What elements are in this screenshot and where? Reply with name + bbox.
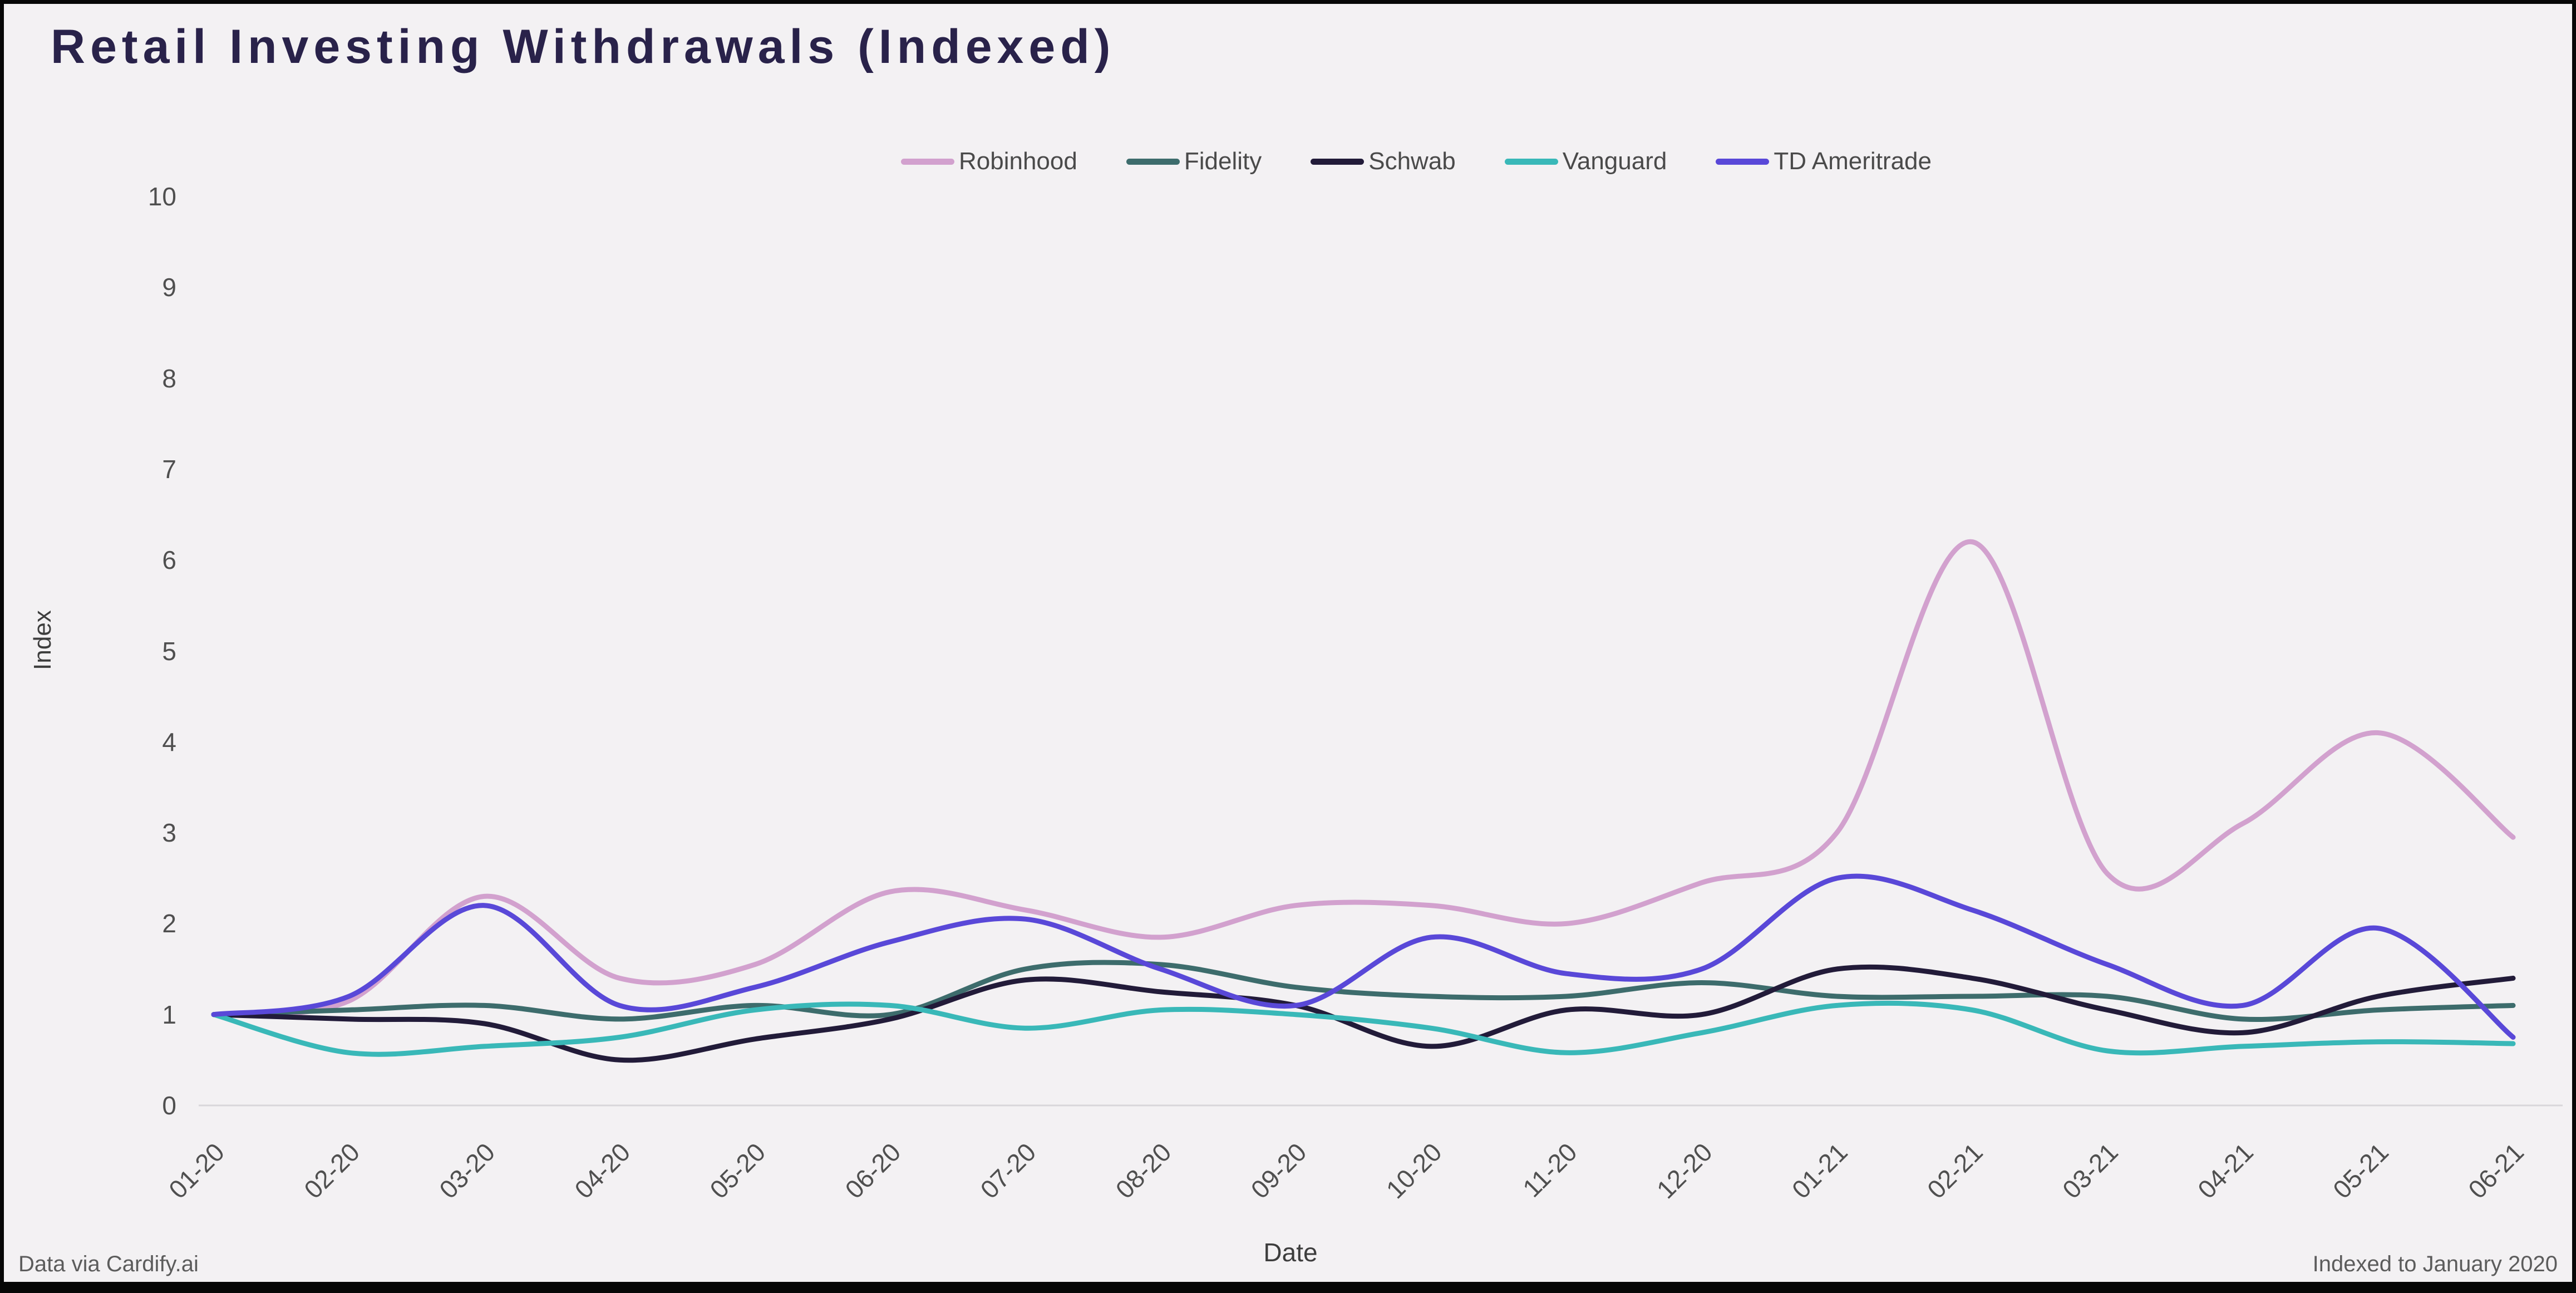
legend-item-schwab: Schwab [1311,148,1456,175]
legend-item-robinhood: Robinhood [901,148,1077,175]
legend-swatch [1311,158,1365,165]
x-tick-label: 02-20 [298,1137,365,1204]
y-tick-label: 1 [162,1000,176,1029]
x-tick-label: 11-20 [1517,1137,1583,1203]
x-tick-label: 06-20 [839,1137,906,1204]
series-line-fidelity [211,960,2516,1022]
y-tick-label: 6 [162,545,176,575]
y-tick-label: 10 [147,182,176,211]
index-note: Indexed to January 2020 [2312,1252,2558,1276]
x-tick-label: 08-20 [1110,1137,1177,1204]
legend-item-vanguard: Vanguard [1504,148,1667,175]
legend-label: Schwab [1368,148,1456,175]
y-tick-label: 3 [162,818,176,848]
legend-swatch [1126,158,1180,165]
x-tick-label: 12-20 [1651,1137,1718,1204]
legend-item-td-ameritrade: TD Ameritrade [1716,148,1932,175]
y-tick-label: 4 [162,727,176,756]
x-tick-label: 06-21 [2462,1137,2529,1204]
legend-swatch [1716,158,1770,165]
x-tick-label: 04-21 [2192,1137,2259,1204]
x-tick-label: 05-21 [2327,1137,2394,1204]
y-tick-label: 5 [162,636,176,666]
x-tick-label: 10-20 [1381,1137,1447,1204]
x-axis-title: Date [1263,1238,1318,1267]
x-tick-label: 01-20 [163,1137,230,1204]
legend-swatch [1504,158,1558,165]
x-tick-label: 03-21 [2057,1137,2124,1204]
source-note: Data via Cardify.ai [18,1252,199,1276]
y-tick-label: 2 [162,909,176,938]
x-tick-label: 09-20 [1245,1137,1312,1204]
x-tick-label: 02-21 [1922,1137,1988,1204]
legend-item-fidelity: Fidelity [1126,148,1262,175]
legend-label: Vanguard [1562,148,1667,175]
legend-label: Fidelity [1184,148,1262,175]
line-chart: 01-20 02-20 03-20 04-20 05-20 06-20 07-20 08-20… [163,539,2563,1204]
x-tick-label: 07-20 [974,1137,1041,1204]
legend-swatch [901,158,954,165]
series-line-schwab [211,964,2516,1063]
x-tick-label: 05-20 [704,1137,771,1204]
series-line-vanguard [211,1000,2516,1057]
series-line-td-ameritrade [211,873,2516,1040]
legend-label: Robinhood [959,148,1077,175]
x-tick-label: 03-20 [434,1137,500,1204]
chart-title: Retail Investing Withdrawals (Indexed) [51,20,1116,73]
y-tick-label: 8 [162,363,176,393]
legend-label: TD Ameritrade [1774,148,1932,175]
x-tick-label: 01-21 [1786,1137,1853,1204]
y-tick-label: 0 [162,1091,176,1120]
y-tick-label: 9 [162,273,176,302]
series-line-robinhood [211,539,2516,1017]
legend: Robinhood Fidelity Schwab Vanguard TD Amerit… [901,148,1932,175]
y-tick-label: 7 [162,454,176,484]
x-tick-label: 04-20 [569,1137,636,1204]
